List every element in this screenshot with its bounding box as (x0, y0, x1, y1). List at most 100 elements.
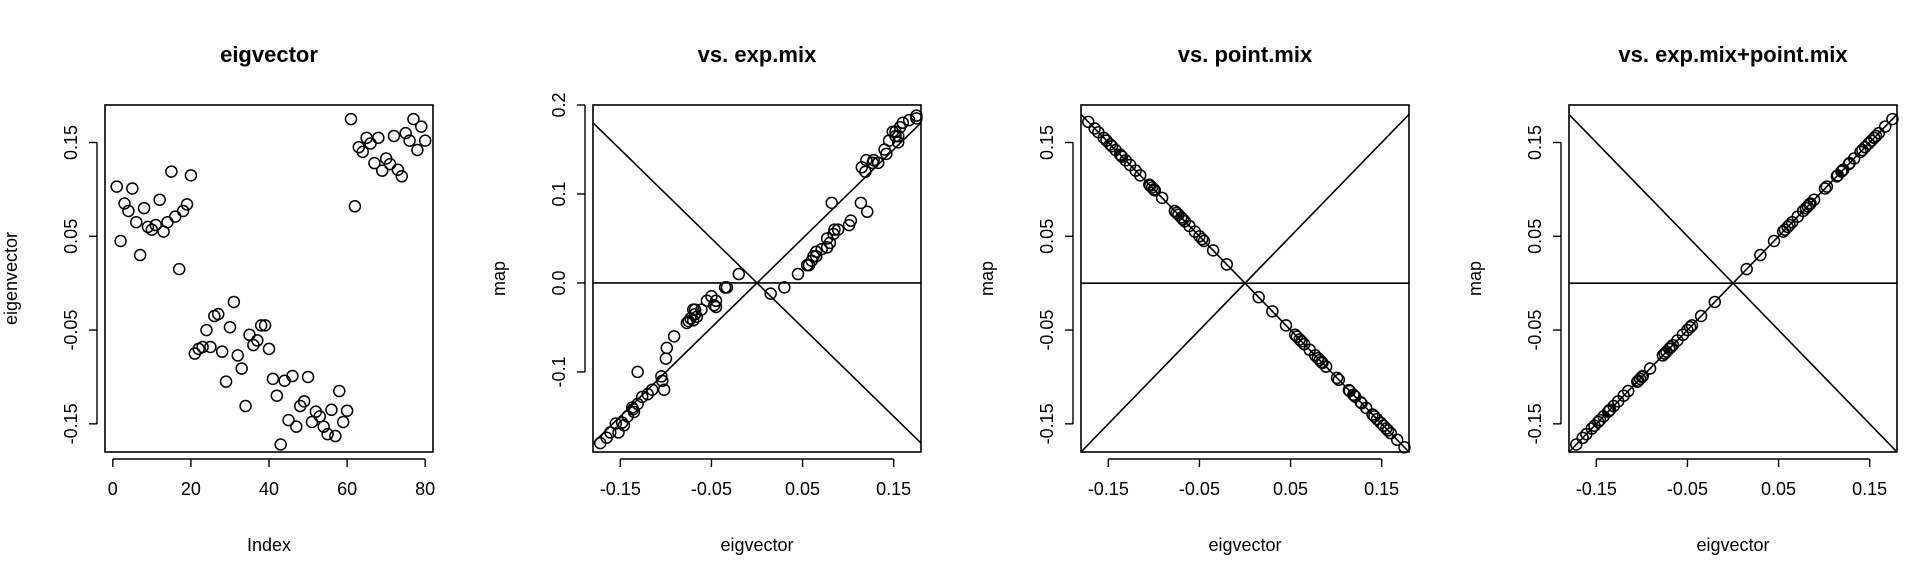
data-point (1818, 182, 1832, 195)
data-point (1694, 309, 1708, 323)
data-point (655, 370, 668, 383)
data-point (266, 372, 280, 386)
data-point (1088, 122, 1101, 135)
data-point (329, 429, 342, 443)
data-point (1147, 183, 1161, 196)
y-tick-label: -0.1 (549, 356, 569, 387)
y-tick-label: 0.1 (549, 181, 569, 206)
x-axis: -0.15 -0.05 0.05 0.15 (1088, 458, 1399, 499)
panel-title: eigvector (220, 42, 318, 67)
data-point (709, 300, 723, 314)
data-point (129, 215, 143, 229)
data-point (149, 218, 163, 232)
data-point (1148, 184, 1162, 197)
x-axis: -0.15 -0.05 0.05 0.15 (600, 458, 911, 499)
data-point (184, 169, 198, 182)
data-point (126, 182, 139, 195)
data-point (1279, 319, 1293, 332)
data-point (778, 281, 791, 294)
data-point (1082, 115, 1095, 129)
data-point (215, 345, 229, 358)
data-point (827, 227, 840, 241)
data-point (1115, 150, 1129, 163)
data-point (110, 180, 123, 193)
data-point (227, 295, 241, 309)
data-point (720, 281, 734, 294)
data-point (1685, 319, 1699, 332)
data-point (165, 165, 178, 178)
x-tick-label: -0.15 (1088, 479, 1129, 499)
x-tick-label: 60 (337, 479, 357, 499)
x-tick-label: -0.05 (1179, 479, 1220, 499)
data-points (110, 112, 432, 451)
data-point (1740, 262, 1753, 276)
data-point (831, 223, 845, 236)
data-point (297, 395, 311, 408)
data-point (659, 352, 673, 365)
x-tick-label: 0.15 (1852, 479, 1887, 499)
data-point (204, 340, 217, 354)
data-point (688, 303, 702, 316)
data-point (1197, 234, 1211, 248)
y-tick-label: 0.05 (1037, 219, 1057, 254)
data-point (387, 129, 401, 143)
x-tick-label: 0.15 (876, 479, 911, 499)
y-tick-label: 0.15 (1525, 125, 1545, 160)
data-point (254, 319, 268, 332)
data-point (1754, 248, 1767, 262)
data-point (1398, 441, 1411, 454)
data-point (161, 215, 174, 229)
data-point (1174, 211, 1188, 224)
y-axis-label: map (489, 261, 509, 296)
data-point (1767, 234, 1781, 248)
panel-vs-point-mix: vs. point.mix eigvector map -0.15 -0.05 0.… (977, 42, 1411, 555)
data-point (118, 197, 131, 210)
y-tick-label: 0.15 (1037, 125, 1057, 160)
data-point (1886, 112, 1899, 126)
data-point (1368, 410, 1381, 423)
data-point (223, 321, 237, 334)
data-point (372, 131, 385, 145)
data-point (1145, 181, 1159, 194)
data-point (235, 362, 248, 375)
data-point (243, 328, 256, 342)
data-point (1384, 426, 1398, 440)
data-point (133, 248, 147, 262)
data-point (791, 267, 805, 281)
data-point (1820, 180, 1834, 193)
data-point (290, 420, 303, 433)
x-tick-label: 40 (259, 479, 279, 499)
data-point (325, 403, 338, 417)
x-tick-label: 80 (415, 479, 435, 499)
data-point (258, 319, 272, 332)
data-point (196, 340, 209, 354)
data-point (1295, 335, 1308, 348)
data-point (896, 116, 910, 130)
plot-frame (1568, 104, 1898, 453)
data-point (122, 204, 135, 218)
data-point (1856, 143, 1869, 157)
y-tick-label: -0.05 (1037, 310, 1057, 351)
data-point (333, 384, 346, 398)
reference-lines (1081, 113, 1409, 452)
data-point (407, 112, 420, 126)
x-tick-label: 0.05 (1761, 479, 1796, 499)
data-point (1643, 362, 1657, 375)
data-points (594, 109, 923, 450)
x-axis-label: eigvector (720, 535, 793, 555)
data-points (1570, 112, 1899, 451)
data-point (1847, 152, 1861, 165)
data-point (180, 198, 194, 211)
data-point (231, 349, 245, 362)
x-tick-label: 0.05 (1273, 479, 1308, 499)
data-point (1220, 258, 1234, 271)
data-point (828, 223, 841, 236)
data-point (1359, 401, 1373, 415)
data-point (631, 365, 644, 379)
data-point (282, 413, 295, 427)
data-point (169, 210, 182, 223)
data-point (657, 383, 671, 396)
y-tick-label: -0.15 (1525, 403, 1545, 444)
data-point (418, 134, 432, 147)
